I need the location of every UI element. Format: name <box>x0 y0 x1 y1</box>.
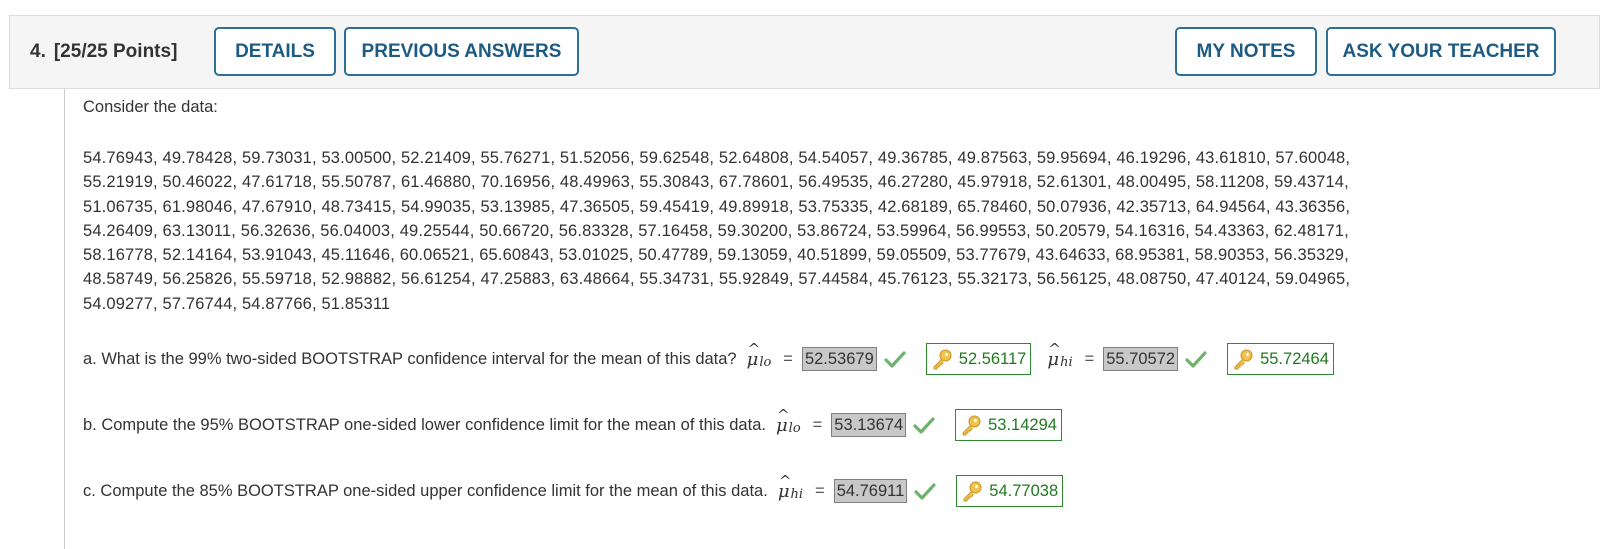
check-icon <box>884 349 906 369</box>
mu-subscript: hi <box>1060 354 1073 370</box>
answer-a-hi: 55.70572 <box>1103 347 1179 371</box>
question-number: 4. [25/25 Points] <box>30 41 177 63</box>
mu-letter: μ <box>746 348 759 370</box>
data-line: 54.09277, 57.76744, 54.87766, 51.85311 <box>83 294 391 313</box>
my-notes-button[interactable]: MY NOTES <box>1175 27 1317 76</box>
part-a-text: a. What is the 99% two-sided BOOTSTRAP c… <box>83 349 737 368</box>
hat-mark: ^ <box>776 405 790 424</box>
mu-letter: μ <box>775 414 788 436</box>
question-header: 4. [25/25 Points] DETAILS PREVIOUS ANSWER… <box>9 15 1600 89</box>
data-line: 55.21919, 50.46022, 47.61718, 55.50787, … <box>83 173 1349 192</box>
hat-mark: ^ <box>747 339 761 358</box>
key-answer-c[interactable]: 54.77038 <box>956 475 1064 507</box>
check-icon <box>1185 349 1207 369</box>
equals-sign: = <box>783 349 793 368</box>
details-button[interactable]: DETAILS <box>214 27 336 76</box>
key-icon <box>1232 348 1254 370</box>
key-value: 55.72464 <box>1260 349 1329 368</box>
hat-mark: ^ <box>1048 339 1061 358</box>
data-line: 54.26409, 63.13011, 56.32636, 56.04003, … <box>83 221 1349 240</box>
part-a: a. What is the 99% two-sided BOOTSTRAP c… <box>83 340 1350 375</box>
key-value: 52.56117 <box>958 349 1027 368</box>
question-number-label: 4. <box>30 41 46 62</box>
key-icon <box>961 480 983 502</box>
key-answer-b[interactable]: 53.14294 <box>955 409 1062 441</box>
mu-subscript: lo <box>788 420 801 436</box>
part-c-text: c. Compute the 85% BOOTSTRAP one-sided u… <box>83 481 768 500</box>
part-b-text: b. Compute the 95% BOOTSTRAP one-sided l… <box>83 415 766 434</box>
equals-sign: = <box>812 415 823 434</box>
key-value: 54.77038 <box>989 481 1059 500</box>
answer-b: 53.13674 <box>831 413 907 437</box>
key-icon <box>960 414 982 436</box>
question-content: Consider the data: 54.76943, 49.78428, 5… <box>64 89 1600 549</box>
check-icon <box>914 481 936 501</box>
key-icon <box>931 348 953 370</box>
answer-c: 54.76911 <box>833 479 908 503</box>
previous-answers-button[interactable]: PREVIOUS ANSWERS <box>344 27 579 76</box>
points-label: [25/25 Points] <box>53 41 178 62</box>
data-line: 51.06735, 61.98046, 47.67910, 48.73415, … <box>83 197 1351 216</box>
data-line: 58.16778, 52.14164, 53.91043, 45.11646, … <box>83 246 1349 265</box>
mu-hi-symbol: ^ μ hi <box>1047 340 1073 370</box>
mu-subscript: hi <box>790 486 804 502</box>
mu-letter: μ <box>1047 348 1060 370</box>
key-answer-a-hi[interactable]: 55.72464 <box>1227 343 1334 375</box>
equals-sign: = <box>815 481 825 500</box>
data-values: 54.76943, 49.78428, 59.73031, 53.00500, … <box>83 146 1350 316</box>
hat-mark: ^ <box>778 471 792 490</box>
data-line: 48.58749, 56.25826, 55.59718, 52.98882, … <box>83 270 1351 289</box>
data-line: 54.76943, 49.78428, 59.73031, 53.00500, … <box>83 149 1351 167</box>
part-c: c. Compute the 85% BOOTSTRAP one-sided u… <box>83 472 1079 507</box>
check-icon <box>913 415 935 435</box>
answer-a-lo: 52.53679 <box>801 347 877 371</box>
mu-lo-symbol: ^ μ lo <box>746 340 772 370</box>
mu-letter: μ <box>777 480 790 502</box>
prompt-text: Consider the data: <box>83 98 218 116</box>
mu-lo-symbol: ^ μ lo <box>775 406 801 436</box>
key-value: 53.14294 <box>988 415 1057 434</box>
ask-your-teacher-button[interactable]: ASK YOUR TEACHER <box>1326 27 1556 76</box>
mu-hi-symbol: ^ μ hi <box>777 472 804 502</box>
key-answer-a-lo[interactable]: 52.56117 <box>925 343 1032 375</box>
mu-subscript: lo <box>759 354 772 370</box>
equals-sign: = <box>1084 349 1095 368</box>
part-b: b. Compute the 95% BOOTSTRAP one-sided l… <box>83 406 1078 441</box>
